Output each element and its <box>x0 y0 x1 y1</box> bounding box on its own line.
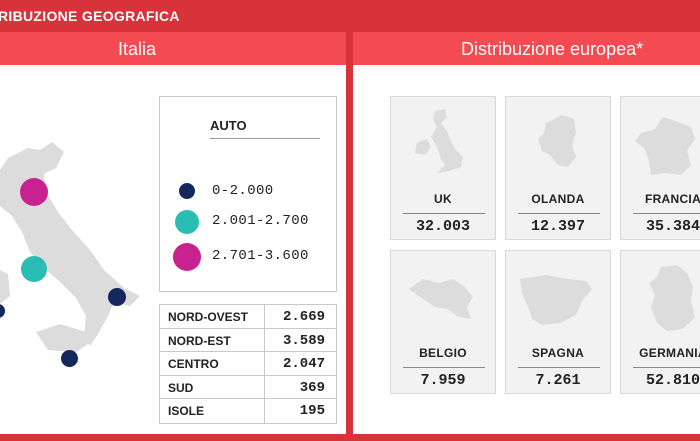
legend-divider <box>210 138 320 139</box>
table-row: NORD-EST 3.589 <box>160 328 336 353</box>
region-value: 195 <box>299 403 325 420</box>
country-name: BELGIO <box>419 346 467 360</box>
region-name: SUD <box>160 375 265 399</box>
table-row: NORD-OVEST 2.669 <box>160 305 336 329</box>
legend-dot-magenta <box>173 243 201 271</box>
region-value: 3.589 <box>282 332 325 349</box>
table-row: CENTRO 2.047 <box>160 352 336 376</box>
legend-item: 0-2.000 <box>160 178 338 204</box>
country-value: 7.959 <box>420 372 466 389</box>
country-divider <box>403 213 485 214</box>
region-name: NORD-OVEST <box>160 305 265 328</box>
europe-panel-title: Distribuzione europea* <box>353 32 700 65</box>
region-name: CENTRO <box>160 352 265 375</box>
country-name: OLANDA <box>531 192 585 206</box>
germany-map-icon <box>649 265 695 331</box>
country-card-spagna: SPAGNA 7.261 <box>505 250 611 394</box>
country-name: FRANCIA <box>644 192 700 206</box>
legend-dot-teal <box>175 210 199 234</box>
region-name: ISOLE <box>160 399 265 423</box>
uk-map-icon <box>415 109 463 173</box>
country-divider <box>403 367 485 368</box>
country-divider <box>633 213 700 214</box>
region-value: 2.669 <box>282 309 325 325</box>
legend-item: 2.701-3.600 <box>160 243 338 271</box>
country-value: 32.003 <box>415 218 470 235</box>
country-card-germania: GERMANIA 52.810 <box>620 250 700 394</box>
belgium-map-icon <box>409 279 473 319</box>
country-card-francia: FRANCIA 35.384 <box>620 96 700 240</box>
legend-title: AUTO <box>210 118 247 133</box>
country-card-belgio: BELGIO 7.959 <box>390 250 496 394</box>
legend-dot-dark-blue <box>179 183 195 199</box>
country-value: 52.810 <box>645 372 700 389</box>
table-row: ISOLE 195 <box>160 399 336 423</box>
country-name: UK <box>434 192 452 206</box>
region-value: 369 <box>299 379 325 396</box>
country-card-uk: UK 32.003 <box>390 96 496 240</box>
italy-panel: Italia AUTO 0-2.000 2.001-2.700 2.701 <box>0 32 346 434</box>
country-name: GERMANIA <box>639 346 700 360</box>
map-dot-nord-ovest <box>21 256 47 282</box>
legend-label: 2.701-3.600 <box>212 248 309 264</box>
region-value: 2.047 <box>282 356 325 373</box>
italy-panel-title: Italia <box>0 32 346 65</box>
map-dot-isole <box>61 350 78 367</box>
region-table: NORD-OVEST 2.669 NORD-EST 3.589 CENTRO 2… <box>159 304 337 424</box>
table-row: SUD 369 <box>160 375 336 400</box>
netherlands-map-icon <box>538 115 576 167</box>
country-divider <box>518 213 600 214</box>
bottom-border <box>0 434 700 441</box>
legend-item: 2.001-2.700 <box>160 208 338 234</box>
map-dot-sardegna <box>0 304 5 318</box>
country-divider <box>518 367 600 368</box>
legend-label: 2.001-2.700 <box>212 213 309 229</box>
country-divider <box>633 367 700 368</box>
legend: AUTO 0-2.000 2.001-2.700 2.701-3.600 <box>159 96 337 292</box>
france-map-icon <box>635 117 695 175</box>
country-name: SPAGNA <box>531 346 585 360</box>
country-value: 35.384 <box>645 218 700 235</box>
country-card-olanda: OLANDA 12.397 <box>505 96 611 240</box>
region-name: NORD-EST <box>160 328 265 352</box>
country-value: 12.397 <box>530 218 585 235</box>
europe-panel: Distribuzione europea* UK 32.003 OLANDA … <box>353 32 700 434</box>
map-dot-sud <box>108 288 126 306</box>
legend-label: 0-2.000 <box>212 183 274 199</box>
country-value: 7.261 <box>535 372 581 389</box>
section-title: RIBUZIONE GEOGRAFICA <box>0 8 180 24</box>
spain-map-icon <box>520 275 592 325</box>
map-dot-nord-est <box>20 178 48 206</box>
